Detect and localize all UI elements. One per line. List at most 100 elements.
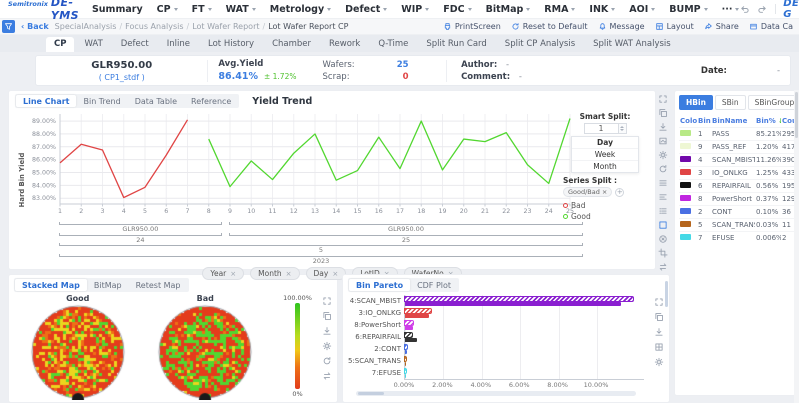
menu-item-defect[interactable]: Defect	[345, 4, 388, 15]
page-scrollbar[interactable]	[794, 90, 799, 403]
menu-item-ft[interactable]: FT	[192, 4, 212, 15]
series-split-tag[interactable]: Good/Bad ×	[563, 187, 613, 197]
remove-tag-icon[interactable]: ×	[332, 269, 339, 278]
close-circle-icon[interactable]	[658, 234, 668, 244]
tab-cp[interactable]: CP	[46, 37, 75, 52]
image-icon[interactable]	[658, 136, 668, 146]
table-row[interactable]: 5 SCAN_TRANS 0.03% 11	[679, 218, 795, 232]
tab-wat[interactable]: WAT	[84, 39, 103, 49]
refresh-icon[interactable]	[658, 164, 668, 174]
split-option-week[interactable]: Week	[572, 148, 638, 160]
pareto-bar-group[interactable]	[404, 367, 644, 379]
tab-split-cp-analysis[interactable]: Split CP Analysis	[504, 39, 576, 49]
list-icon[interactable]	[658, 206, 668, 216]
menu-icon[interactable]	[658, 178, 668, 188]
breadcrumb-item[interactable]: Lot Wafer Report CP	[268, 22, 349, 31]
smart-split-stepper[interactable]	[617, 123, 627, 134]
layout-button[interactable]: Layout	[655, 22, 694, 31]
menu-item-metrology[interactable]: Metrology	[270, 4, 332, 15]
share-button[interactable]: Share	[704, 22, 739, 31]
menu-item-summary[interactable]: Summary	[91, 3, 143, 15]
remove-tag-icon[interactable]: ×	[384, 270, 390, 278]
expand-icon[interactable]	[658, 94, 668, 104]
tab-bin-pareto[interactable]: Bin Pareto	[349, 279, 411, 291]
tab-inline[interactable]: Inline	[166, 39, 191, 49]
copy-icon[interactable]	[654, 312, 664, 322]
column-header-bin[interactable]: Bin	[698, 117, 711, 125]
split-option-day[interactable]: Day	[597, 138, 613, 147]
tab-data-table[interactable]: Data Table	[134, 96, 178, 106]
gear-icon[interactable]	[322, 341, 332, 351]
tab-reference[interactable]: Reference	[191, 96, 232, 106]
pareto-bar-group[interactable]	[404, 355, 644, 367]
menu-item-fdc[interactable]: FDC	[443, 4, 472, 15]
wafer-map-good[interactable]	[29, 304, 126, 400]
column-header-binname[interactable]: BinName	[712, 117, 748, 125]
redo-icon[interactable]	[757, 4, 768, 15]
tab-hbin[interactable]: HBin	[679, 95, 713, 110]
filter-icon[interactable]	[2, 20, 15, 33]
pareto-bar-group[interactable]	[404, 319, 644, 331]
column-header-color[interactable]: Color	[680, 117, 697, 125]
breadcrumb-item[interactable]: Lot Wafer Report	[192, 22, 260, 31]
tab-rework[interactable]: Rework	[329, 39, 361, 49]
tab-bitmap[interactable]: BitMap	[93, 280, 122, 290]
data-ca-button[interactable]: Data Ca	[749, 22, 793, 31]
menu-item-cp[interactable]: CP	[157, 4, 178, 15]
smart-split-input[interactable]: 1	[583, 123, 618, 134]
menu-item-rma[interactable]: RMA	[544, 4, 576, 15]
table-row[interactable]: 9 PASS_REF 1.20% 417	[679, 140, 795, 154]
download-icon[interactable]	[658, 122, 668, 132]
lot-stdf-link[interactable]: ( CP1_stdf )	[98, 72, 145, 82]
crop-icon[interactable]	[658, 248, 668, 258]
download-icon[interactable]	[654, 327, 664, 337]
printscreen-button[interactable]: PrintScreen	[443, 22, 501, 31]
tab-defect[interactable]: Defect	[120, 39, 149, 49]
menu-item-wat[interactable]: WAT	[226, 4, 256, 15]
pareto-bar-group[interactable]	[404, 331, 644, 343]
back-button[interactable]: ‹ Back	[21, 22, 49, 31]
tab-chamber[interactable]: Chamber	[272, 39, 312, 49]
menu-item-[interactable]: ···	[722, 4, 740, 15]
expand-icon[interactable]	[654, 297, 664, 307]
deg-logo[interactable]: DE-G	[783, 0, 799, 20]
table-row[interactable]: 3 IO_ONLKG 1.25% 433	[679, 166, 795, 180]
pareto-bar-group[interactable]	[404, 343, 644, 355]
undo-icon[interactable]	[739, 4, 750, 15]
column-header-binpct[interactable]: Bin% ↓1	[755, 115, 781, 128]
bin-pareto-chart[interactable]: 4:SCAN_MBIST 3:IO_ONLKG 8:PowerShort 6:REPA…	[348, 295, 644, 396]
menu-item-bitmap[interactable]: BitMap	[486, 4, 531, 15]
breadcrumb-item[interactable]: Focus Analysis	[125, 22, 184, 31]
select-rect-icon[interactable]	[658, 220, 668, 230]
axis-tag-day[interactable]: Day ×	[305, 267, 347, 280]
reset-to-default-button[interactable]: Reset to Default	[511, 22, 588, 31]
table-row[interactable]: 7 EFUSE 0.006% 2	[679, 231, 795, 244]
tab-sbingroup[interactable]: SBinGroup	[747, 95, 795, 110]
pareto-hscrollbar[interactable]	[356, 391, 636, 396]
gear-icon[interactable]	[658, 150, 668, 160]
column-header-count[interactable]: Count	[782, 117, 795, 125]
message-button[interactable]: Message	[598, 22, 645, 31]
tab-split-wat-analysis[interactable]: Split WAT Analysis	[593, 39, 671, 49]
tab-bin-trend[interactable]: Bin Trend	[83, 96, 121, 106]
pareto-bar-group[interactable]	[403, 307, 644, 319]
refresh-icon[interactable]	[322, 356, 332, 366]
copy-icon[interactable]	[322, 311, 332, 321]
menu-item-ink[interactable]: INK	[589, 4, 616, 15]
tab-q-time[interactable]: Q-Time	[378, 39, 409, 49]
pareto-vscrollbar[interactable]	[665, 281, 668, 307]
tab-line-chart[interactable]: Line Chart	[16, 95, 77, 107]
tab-retest-map[interactable]: Retest Map	[135, 280, 181, 290]
axis-tag-year[interactable]: Year ×	[202, 267, 245, 280]
tab-sbin[interactable]: SBin	[714, 95, 746, 110]
menu-item-wip[interactable]: WIP	[401, 4, 430, 15]
table-row[interactable]: 8 PowerShort 0.37% 129	[679, 192, 795, 206]
split-option-month[interactable]: Month	[572, 160, 638, 172]
breadcrumb-item[interactable]: SpecialAnalysis	[54, 22, 117, 31]
download-icon[interactable]	[322, 326, 332, 336]
tab-split-run-card[interactable]: Split Run Card	[426, 39, 487, 49]
swap-icon[interactable]	[658, 262, 668, 272]
gear-icon[interactable]	[654, 357, 664, 367]
tab-cdf-plot[interactable]: CDF Plot	[417, 280, 452, 290]
